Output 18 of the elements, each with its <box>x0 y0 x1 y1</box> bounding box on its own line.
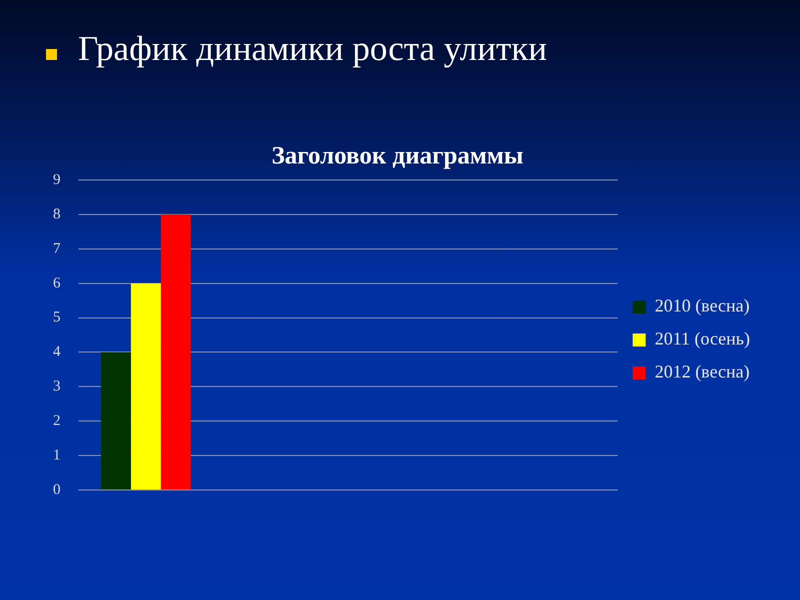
chart-subtitle: Заголовок диаграммы <box>272 142 524 170</box>
y-tick-label: 1 <box>53 447 60 464</box>
y-tick-label: 3 <box>53 378 60 395</box>
bar <box>100 352 131 490</box>
y-tick-label: 8 <box>53 206 60 222</box>
y-tick-label: 2 <box>53 413 60 430</box>
legend-label: 2011 (осень) <box>654 328 750 349</box>
y-tick-label: 4 <box>53 344 61 360</box>
y-tick-label: 5 <box>53 310 60 326</box>
legend-label: 2010 (весна) <box>654 296 750 316</box>
y-tick-label: 6 <box>53 275 61 292</box>
y-tick-label: 7 <box>53 240 61 257</box>
y-tick-label: 9 <box>53 172 60 188</box>
bar <box>160 214 191 490</box>
y-tick-label: 0 <box>53 482 60 498</box>
bar <box>130 283 161 490</box>
chart-title: График динамики роста улитки <box>78 28 547 70</box>
legend-label: 2012 (весна) <box>654 362 750 382</box>
